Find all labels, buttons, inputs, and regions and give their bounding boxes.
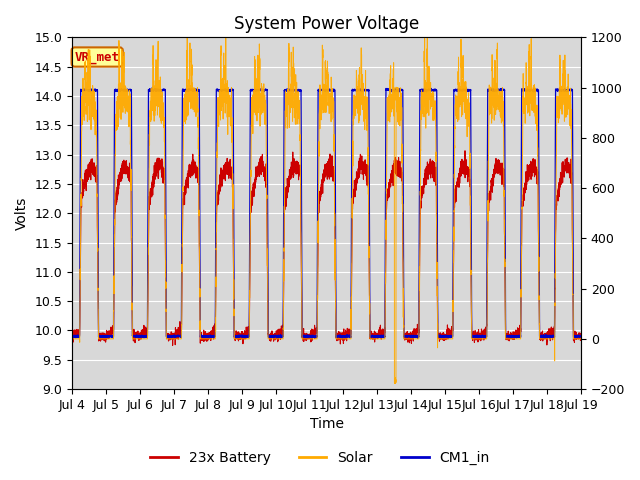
Legend: 23x Battery, Solar, CM1_in: 23x Battery, Solar, CM1_in	[145, 445, 495, 471]
Text: VR_met: VR_met	[75, 50, 120, 63]
X-axis label: Time: Time	[310, 418, 344, 432]
Y-axis label: Volts: Volts	[15, 196, 29, 230]
Title: System Power Voltage: System Power Voltage	[234, 15, 419, 33]
